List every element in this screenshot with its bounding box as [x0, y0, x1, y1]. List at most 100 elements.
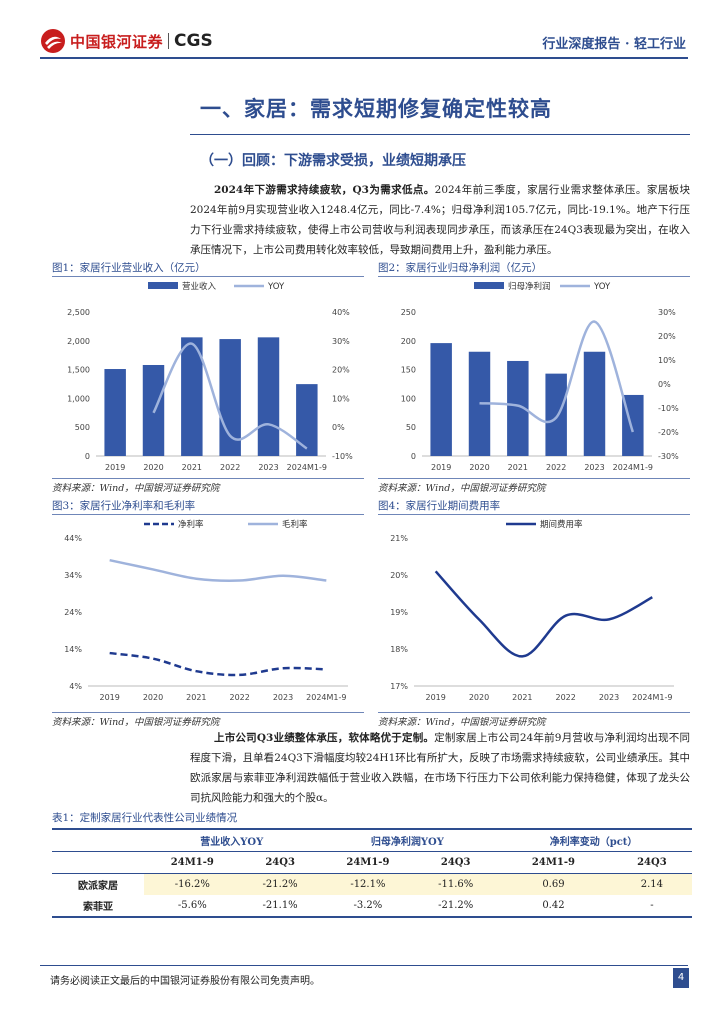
footer-divider: [40, 965, 688, 966]
y2-tick-label: -10%: [332, 452, 353, 461]
y2-tick-label: 0%: [658, 380, 671, 389]
y-tick-label: 100: [401, 394, 416, 403]
x-tick-label: 2023: [599, 693, 619, 702]
y-tick-label: 1,500: [67, 366, 90, 375]
column-header: 24M1-9: [144, 851, 241, 874]
series-line: [109, 651, 327, 677]
y-tick-label: 0: [411, 452, 416, 461]
logo-cn-text: 中国银河证券: [70, 32, 164, 51]
legend-label: YOY: [593, 282, 611, 292]
y-tick-label: 17%: [390, 682, 408, 691]
fig1-bottom-rule: [52, 478, 364, 479]
y2-tick-label: 40%: [332, 308, 350, 317]
y-tick-label: 500: [75, 423, 90, 432]
bar: [583, 351, 606, 456]
x-tick-label: 2021: [182, 463, 202, 472]
x-tick-label: 2020: [469, 693, 489, 702]
y2-tick-label: 20%: [658, 332, 676, 341]
table-corner: [52, 828, 144, 852]
fig1-title: 图1：家居行业营业收入（亿元）: [52, 262, 206, 274]
fig2-title-rule: [378, 276, 690, 277]
fig4-bottom-rule: [378, 712, 690, 713]
group-header: 净利率变动（pct）: [495, 828, 692, 852]
y-tick-label: 18%: [390, 645, 408, 654]
paragraph-lead: 上市公司Q3业绩整体承压，软体略优于定制。: [214, 732, 435, 744]
paragraph-body: 定制家居上市公司24年前9月营收与净利润均出现不同程度下滑，且单看24Q3下滑幅…: [190, 732, 690, 804]
paragraph-review: 2024年下游需求持续疲软，Q3为需求低点。2024年前三季度，家居行业需求整体…: [190, 180, 690, 260]
section-title: 一、家居：需求短期修复确定性较高: [200, 96, 552, 121]
table-cell: -12.1%: [319, 873, 417, 895]
y2-tick-label: -10%: [658, 404, 679, 413]
table-cell: -5.6%: [144, 895, 241, 918]
y-tick-label: 21%: [390, 534, 408, 543]
legend-label: 期间费用率: [540, 519, 583, 530]
subsection-title: （一）回顾：下游需求受损，业绩短期承压: [200, 153, 466, 169]
table-cell: -21.2%: [240, 873, 320, 895]
table-cell: 0.69: [495, 873, 612, 895]
company-name: 欧派家居: [78, 880, 118, 892]
column-header: 24Q3: [240, 851, 320, 874]
bar: [104, 369, 126, 456]
y-tick-label: 14%: [64, 645, 82, 654]
series-line: [109, 558, 327, 582]
table-row: 索菲亚 -5.6% -21.1% -3.2% -21.2% 0.42 -: [52, 895, 692, 918]
y2-tick-label: -20%: [658, 428, 679, 437]
legend-swatch-bar: [148, 282, 178, 289]
group-header: 归母净利润YOY: [319, 828, 496, 852]
x-tick-label: 2020: [143, 693, 163, 702]
x-tick-label: 2023: [584, 463, 604, 472]
column-header: 24M1-9: [495, 851, 612, 874]
galaxy-logo-icon: [41, 29, 65, 53]
y-tick-label: 250: [401, 308, 416, 317]
chart-net-profit: 归母净利润 YOY 0 50 100 150 200 250 -30% -20% -10% 0% 10%…: [401, 281, 679, 472]
table-cell: -: [611, 895, 692, 918]
y2-tick-label: 30%: [332, 337, 350, 346]
bar: [430, 343, 452, 456]
bar: [257, 337, 280, 456]
column-header: 24Q3: [416, 851, 496, 874]
y-tick-label: 19%: [390, 608, 408, 617]
table-title: 表1：定制家居行业代表性公司业绩情况: [52, 812, 238, 824]
series-line-yoy: [152, 342, 308, 450]
chart-revenue: 营业收入 YOY 0 500 1,000 1,500 2,000 2,500 -10% 0% 10%…: [67, 281, 353, 472]
table-cell: -21.1%: [240, 895, 320, 918]
fig4-title-rule: [378, 514, 690, 515]
bar: [545, 373, 567, 456]
y-tick-label: 200: [401, 337, 416, 346]
x-tick-label: 2022: [546, 463, 566, 472]
x-tick-label: 2024M1-9: [613, 463, 653, 472]
table-cell: 2.14: [611, 873, 692, 895]
y2-tick-label: -30%: [658, 452, 679, 461]
series-line-yoy: [479, 320, 635, 433]
x-tick-label: 2019: [99, 693, 119, 702]
group-header: 营业收入YOY: [144, 828, 320, 852]
y-tick-label: 20%: [390, 571, 408, 580]
header-divider: [40, 57, 688, 59]
fig4-source: 资料来源：Wind，中国银河证券研究院: [378, 717, 546, 728]
y2-tick-label: 10%: [658, 356, 676, 365]
y2-tick-label: 30%: [658, 308, 676, 317]
legend-label: 营业收入: [182, 281, 217, 292]
x-tick-label: 2019: [105, 463, 125, 472]
table-corner: [52, 851, 144, 874]
section-divider: [190, 134, 690, 135]
bar: [296, 384, 318, 456]
footer-disclaimer: 请务必阅读正文最后的中国银河证券股份有限公司免责声明。: [50, 976, 320, 987]
x-tick-label: 2019: [425, 693, 445, 702]
fig2-source: 资料来源：Wind，中国银河证券研究院: [378, 483, 546, 494]
x-tick-label: 2020: [143, 463, 163, 472]
table-cell: -21.2%: [416, 895, 496, 918]
x-tick-label: 2022: [555, 693, 575, 702]
fig3-title: 图3：家居行业净利率和毛利率: [52, 500, 196, 512]
y2-tick-label: 20%: [332, 366, 350, 375]
fig1-source: 资料来源：Wind，中国银河证券研究院: [52, 483, 220, 494]
paragraph-q3: 上市公司Q3业绩整体承压，软体略优于定制。定制家居上市公司24年前9月营收与净利…: [190, 728, 690, 808]
y-tick-label: 150: [401, 366, 416, 375]
y2-tick-label: 10%: [332, 394, 350, 403]
bar: [507, 360, 529, 456]
x-tick-label: 2019: [431, 463, 451, 472]
legend-label: 净利率: [178, 519, 204, 530]
table-sub-header: 24M1-9 24Q3 24M1-9 24Q3 24M1-9 24Q3: [52, 851, 692, 874]
page-header: 中国银河证券 CGS 行业深度报告 · 轻工行业: [0, 0, 724, 60]
y-tick-label: 2,500: [67, 308, 90, 317]
